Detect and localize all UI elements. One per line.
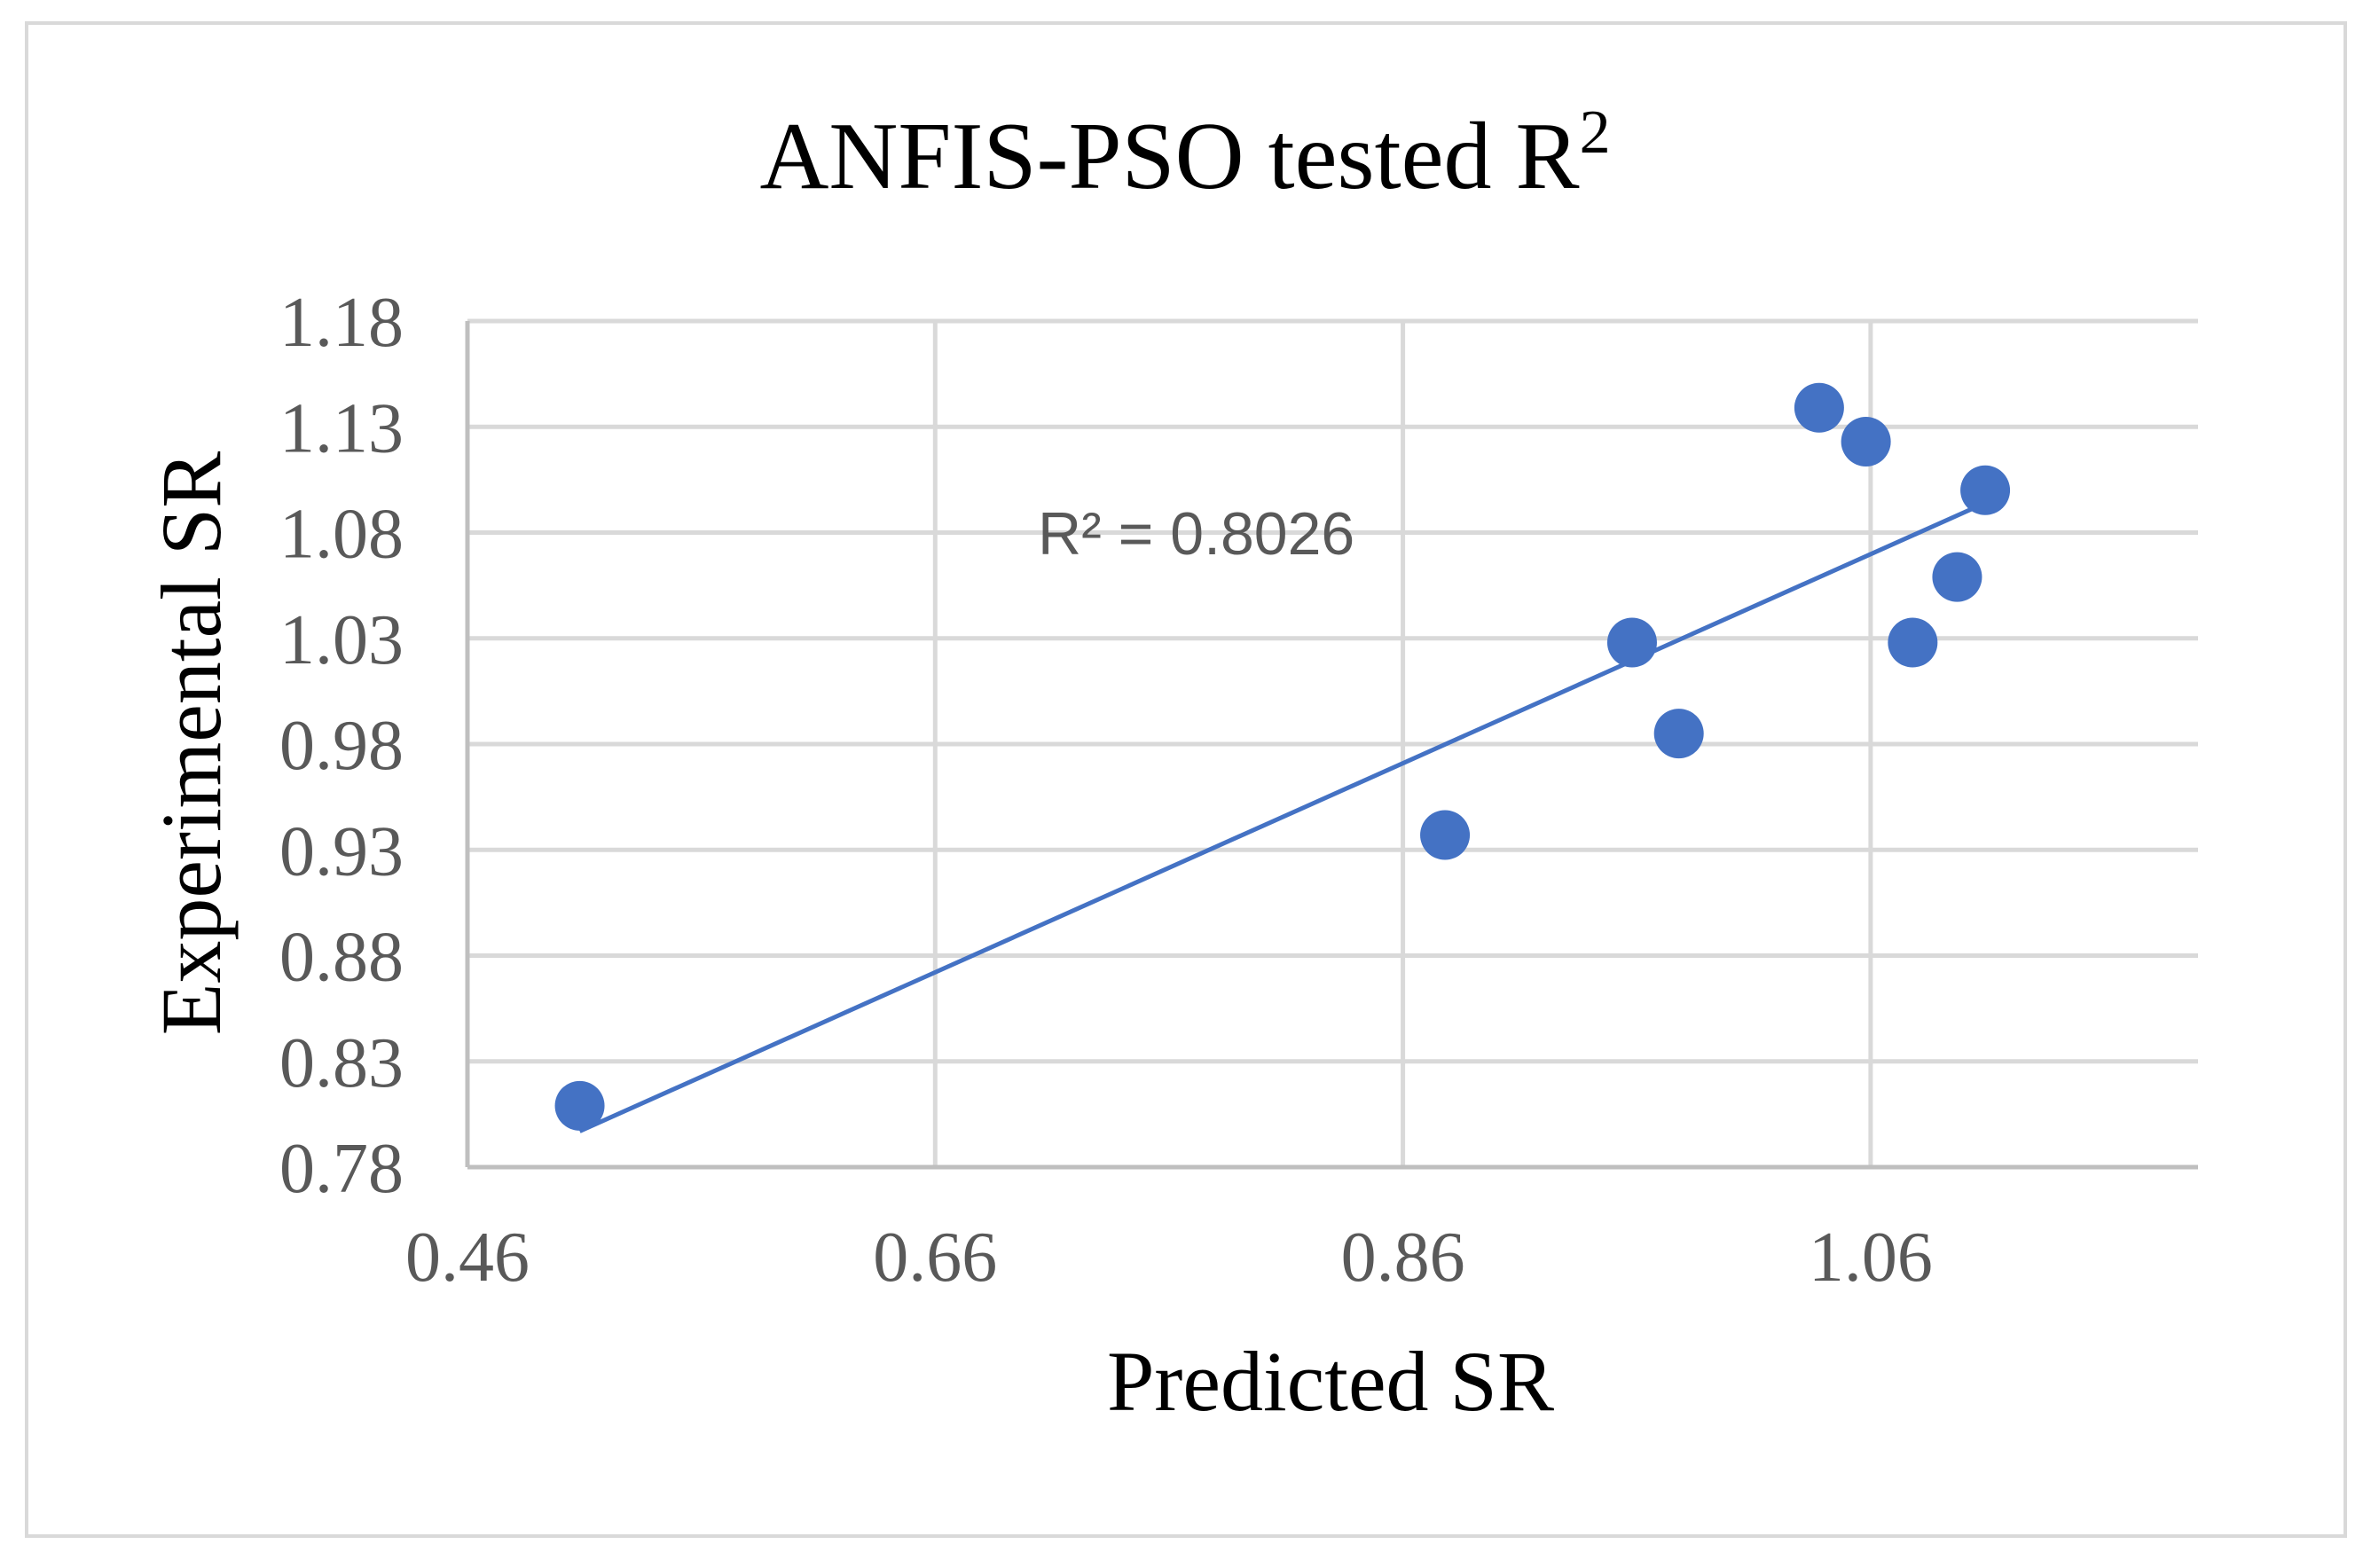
data-point xyxy=(1794,382,1844,433)
chart-title-main: ANFIS-PSO tested R xyxy=(759,104,1579,209)
data-point xyxy=(1606,617,1657,668)
x-tick-label: 1.06 xyxy=(1809,1219,1933,1297)
gridlines xyxy=(467,318,2198,1167)
data-point xyxy=(1888,617,1938,668)
data-points xyxy=(554,382,2011,1131)
x-axis-label: Predicted SR xyxy=(1107,1334,1554,1429)
y-tick-label: 0.78 xyxy=(279,1130,404,1208)
y-axis-label: Experimental SR xyxy=(144,451,239,1036)
tick-labels: 0.78 0.83 0.88 0.93 0.98 1.03 1.08 1.13 1.18 0.46… xyxy=(279,284,1933,1297)
data-point xyxy=(1960,465,2011,515)
x-tick-label: 0.86 xyxy=(1341,1219,1465,1297)
data-point xyxy=(554,1080,605,1131)
y-tick-label: 1.03 xyxy=(279,601,404,679)
trendline xyxy=(578,500,1987,1133)
data-point xyxy=(1841,416,1891,466)
chart-title: ANFIS-PSO tested R2 xyxy=(759,98,1610,209)
x-tick-label: 0.66 xyxy=(873,1219,997,1297)
data-point xyxy=(1420,810,1471,860)
y-tick-label: 0.98 xyxy=(279,707,404,785)
axes xyxy=(465,321,2198,1170)
chart-title-superscript: 2 xyxy=(1580,98,1611,167)
trendline-label: R² = 0.8026 xyxy=(1038,500,1354,568)
y-tick-label: 1.08 xyxy=(279,496,404,574)
y-tick-label: 0.93 xyxy=(279,812,404,890)
data-point xyxy=(1932,552,1982,602)
y-tick-label: 1.13 xyxy=(279,389,404,467)
chart-frame xyxy=(25,21,2347,1538)
y-tick-label: 0.83 xyxy=(279,1024,404,1102)
trendline-group xyxy=(578,500,1987,1133)
y-tick-label: 1.18 xyxy=(279,284,404,362)
data-point xyxy=(1653,709,1704,759)
y-tick-label: 0.88 xyxy=(279,919,404,997)
x-tick-label: 0.46 xyxy=(405,1219,530,1297)
